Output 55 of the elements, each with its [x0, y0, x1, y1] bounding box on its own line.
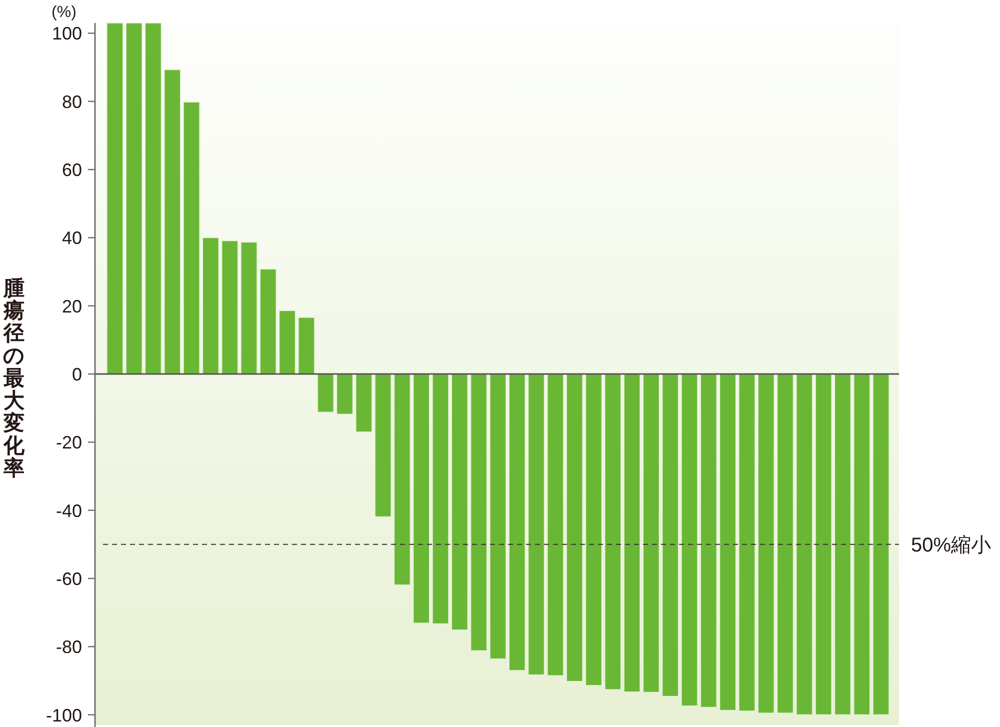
bar — [298, 317, 315, 374]
y-tick-label: 40 — [62, 228, 82, 248]
y-tick-label: 0 — [72, 364, 82, 384]
bar — [681, 374, 698, 706]
bar — [662, 374, 679, 697]
bar — [317, 374, 334, 413]
bar — [164, 69, 181, 374]
bar — [106, 22, 124, 374]
y-tick-label: 100 — [52, 24, 82, 44]
bar — [834, 374, 852, 716]
bar — [758, 374, 775, 714]
y-tick-label: -80 — [56, 637, 82, 658]
bar — [470, 374, 488, 652]
bar — [202, 237, 220, 374]
bar — [240, 242, 258, 374]
bar — [776, 374, 794, 714]
text: (%) — [52, 4, 76, 21]
bar — [394, 374, 411, 586]
y-tick-label: 20 — [62, 296, 82, 316]
bar — [719, 374, 736, 711]
y-tick-label: -60 — [56, 568, 82, 589]
bar — [508, 374, 526, 671]
bar — [546, 374, 564, 676]
y-tick-label: -40 — [56, 500, 82, 521]
bar — [490, 374, 506, 660]
bar — [144, 22, 162, 374]
bar — [412, 374, 430, 624]
bar — [336, 374, 354, 415]
y-tick-label: 60 — [62, 160, 82, 180]
bar — [221, 240, 238, 374]
bar — [355, 374, 372, 432]
ref-line-label: 50%縮小 — [911, 534, 992, 556]
bar — [853, 374, 870, 716]
bar — [642, 374, 660, 693]
y-tick-label: 80 — [62, 92, 82, 112]
bar — [738, 374, 756, 712]
bar — [451, 374, 468, 630]
bar — [796, 374, 813, 716]
bar — [566, 374, 584, 682]
bar — [260, 268, 277, 374]
bar — [700, 374, 718, 708]
bar — [126, 22, 143, 374]
bar — [815, 374, 832, 716]
y-tick-label: -20 — [56, 432, 82, 453]
bar — [183, 102, 200, 374]
bar — [585, 374, 602, 686]
bar — [872, 374, 890, 716]
bar — [432, 374, 449, 624]
bar — [604, 374, 622, 690]
bar — [374, 374, 392, 518]
bar — [278, 310, 296, 374]
text: 腫瘍径の最大変化率 — [3, 277, 25, 480]
bar — [528, 374, 545, 676]
y-tick-label: -100 — [46, 705, 82, 726]
bar — [624, 374, 640, 692]
